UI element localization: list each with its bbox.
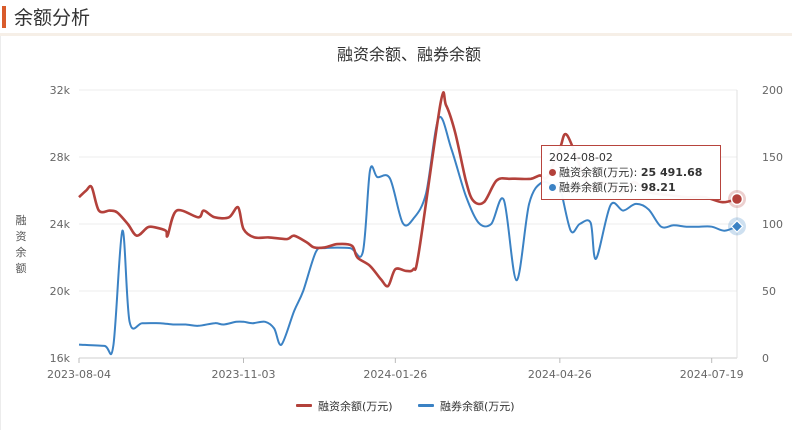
legend-swatch	[296, 404, 312, 407]
tooltip-margin-sep: :	[633, 166, 638, 179]
grid	[78, 89, 737, 363]
right-tick-label: 200	[762, 84, 783, 97]
legend-label: 融券余额(万元)	[440, 399, 515, 413]
right-tick-label: 100	[762, 218, 783, 231]
tooltip-margin-value: 25 491.68	[640, 166, 703, 179]
tooltip-date: 2024-08-02	[549, 151, 613, 164]
x-tick-label: 2024-01-26	[363, 368, 427, 381]
section-header: 余额分析	[0, 0, 792, 36]
left-tick-label: 16k	[50, 352, 71, 365]
hover-marker-short	[730, 219, 744, 233]
chart-title: 融资余额、融券余额	[337, 45, 481, 64]
tooltip: 2024-08-02 融资余额(万元): 25 491.68 融券余额(万元):…	[541, 145, 721, 200]
x-tick-label: 2023-08-04	[47, 368, 111, 381]
tooltip-row-margin: 融资余额(万元): 25 491.68	[549, 165, 720, 180]
tooltip-margin-dot	[549, 169, 556, 176]
x-axis-ticks: 2023-08-04 2023-11-03 2024-01-26 2024-04-26…	[47, 368, 744, 381]
left-tick-label: 24k	[50, 218, 71, 231]
tooltip-short-sep: :	[633, 181, 638, 194]
tooltip-margin-label: 融资余额(万元)	[559, 166, 634, 179]
tooltip-row-short: 融券余额(万元): 98.21	[549, 180, 720, 195]
left-tick-label: 20k	[50, 285, 71, 298]
tooltip-short-value: 98.21	[640, 181, 676, 194]
series-layer	[78, 91, 738, 356]
legend-label: 融资余额(万元)	[318, 399, 393, 413]
section-title: 余额分析	[14, 7, 91, 29]
right-tick-label: 50	[762, 285, 776, 298]
x-tick-label: 2023-11-03	[212, 368, 276, 381]
left-axis-label: 融资余额	[16, 214, 27, 275]
right-tick-label: 150	[762, 151, 783, 164]
hover-layer	[728, 90, 746, 358]
hover-marker-margin	[730, 192, 744, 206]
tooltip-short-label: 融券余额(万元)	[559, 181, 634, 194]
left-tick-label: 32k	[50, 84, 71, 97]
right-tick-label: 0	[762, 352, 769, 365]
section-accent-bar	[2, 6, 6, 28]
legend-item-short: 融券余额(万元)	[418, 399, 515, 413]
legend-swatch	[418, 404, 434, 407]
tooltip-short-dot	[549, 184, 556, 191]
left-tick-label: 28k	[50, 151, 71, 164]
x-tick-label: 2024-07-19	[680, 368, 744, 381]
left-axis-ticks: 16k 20k 24k 28k 32k	[50, 84, 71, 365]
series-line-short-balance	[78, 115, 738, 356]
legend-item-margin: 融资余额(万元)	[296, 399, 393, 413]
right-axis-ticks: 0 50 100 150 200	[762, 84, 783, 365]
legend: 融资余额(万元) 融券余额(万元)	[296, 399, 515, 413]
x-tick-label: 2024-04-26	[528, 368, 592, 381]
chart-panel	[0, 36, 790, 430]
